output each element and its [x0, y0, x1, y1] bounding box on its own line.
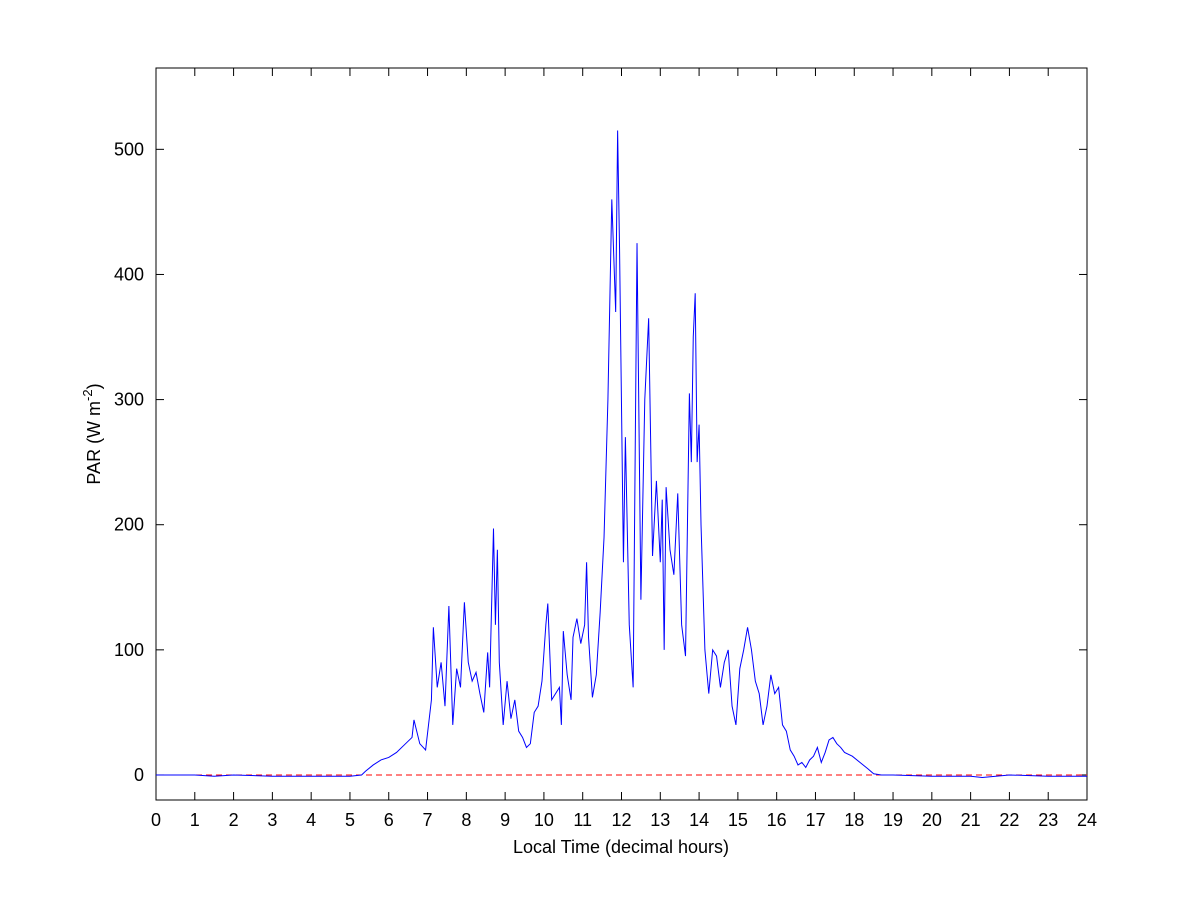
x-tick-label: 12 [611, 810, 631, 830]
y-tick-label: 500 [114, 139, 144, 159]
x-tick-label: 2 [229, 810, 239, 830]
x-tick-label: 23 [1038, 810, 1058, 830]
x-tick-label: 22 [999, 810, 1019, 830]
x-axis-label: Local Time (decimal hours) [513, 837, 729, 857]
y-axis-label: PAR (W m-2) [80, 383, 104, 484]
y-tick-label: 400 [114, 264, 144, 284]
x-tick-label: 17 [805, 810, 825, 830]
y-label-suffix: ) [84, 383, 104, 389]
x-tick-label: 14 [689, 810, 709, 830]
x-tick-label: 11 [573, 810, 592, 830]
x-tick-label: 18 [844, 810, 864, 830]
y-tick-label: 300 [114, 390, 144, 410]
y-tick-label: 0 [134, 765, 144, 785]
x-tick-label: 6 [384, 810, 394, 830]
x-tick-label: 3 [267, 810, 277, 830]
x-tick-label: 21 [961, 810, 981, 830]
x-tick-label: 15 [728, 810, 748, 830]
x-tick-label: 0 [151, 810, 161, 830]
x-tick-label: 24 [1077, 810, 1097, 830]
x-tick-label: 20 [922, 810, 942, 830]
x-tick-label: 19 [883, 810, 903, 830]
x-tick-label: 5 [345, 810, 355, 830]
x-tick-label: 1 [190, 810, 200, 830]
x-tick-label: 16 [767, 810, 787, 830]
x-tick-label: 8 [461, 810, 471, 830]
y-tick-label: 100 [114, 640, 144, 660]
x-tick-label: 13 [650, 810, 670, 830]
x-tick-label: 10 [534, 810, 554, 830]
data-line [156, 130, 1087, 778]
x-tick-label: 9 [500, 810, 510, 830]
x-tick-label: 7 [423, 810, 433, 830]
y-label-superscript: -2 [80, 389, 95, 401]
y-label-text: PAR (W m [84, 401, 104, 485]
y-tick-label: 200 [114, 515, 144, 535]
x-tick-label: 4 [306, 810, 316, 830]
